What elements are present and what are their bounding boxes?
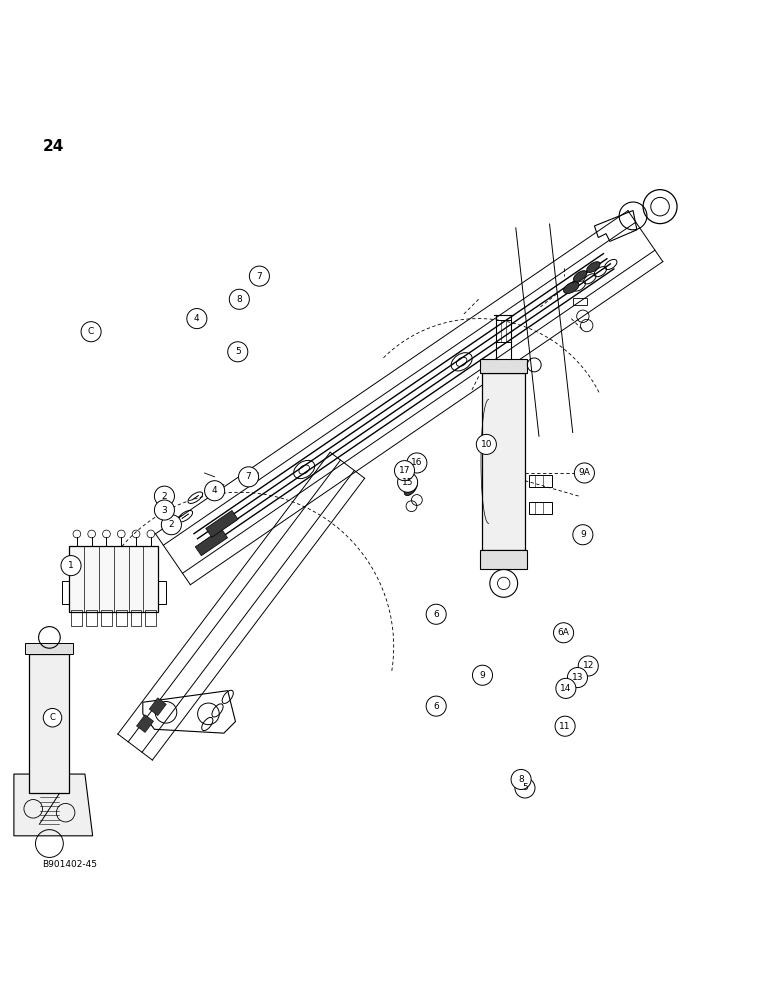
Bar: [86, 610, 97, 626]
Bar: [72, 610, 83, 626]
Text: 11: 11: [560, 722, 571, 731]
Text: C: C: [49, 713, 56, 722]
Text: 10: 10: [481, 440, 492, 449]
Circle shape: [249, 266, 269, 286]
Circle shape: [476, 434, 496, 454]
Circle shape: [426, 696, 446, 716]
Text: 16: 16: [411, 458, 422, 467]
Text: 12: 12: [583, 661, 594, 670]
Circle shape: [573, 525, 593, 545]
Text: C: C: [88, 327, 94, 336]
Text: 2: 2: [161, 492, 168, 501]
Polygon shape: [195, 529, 228, 556]
Bar: [116, 610, 127, 626]
Text: 8: 8: [518, 775, 524, 784]
Bar: [145, 610, 156, 626]
Circle shape: [187, 309, 207, 329]
Text: 9: 9: [580, 530, 586, 539]
Circle shape: [164, 508, 168, 512]
Text: 2: 2: [168, 520, 174, 529]
Circle shape: [81, 322, 101, 342]
Text: 5: 5: [522, 783, 528, 792]
Text: 9: 9: [479, 671, 486, 680]
Circle shape: [554, 623, 574, 643]
Text: 4: 4: [194, 314, 200, 323]
Bar: [25, 643, 73, 654]
Circle shape: [515, 778, 535, 798]
Circle shape: [398, 472, 418, 492]
Bar: [480, 359, 527, 373]
Circle shape: [511, 769, 531, 790]
Circle shape: [161, 515, 181, 535]
Bar: [29, 654, 69, 793]
Text: 13: 13: [572, 673, 583, 682]
Ellipse shape: [405, 481, 417, 496]
Text: 1: 1: [68, 561, 74, 570]
Bar: [482, 373, 525, 550]
Bar: [158, 581, 166, 604]
Circle shape: [205, 481, 225, 501]
Circle shape: [228, 342, 248, 362]
Text: 9A: 9A: [578, 468, 591, 477]
Bar: [69, 546, 158, 612]
Circle shape: [472, 665, 493, 685]
Circle shape: [556, 678, 576, 698]
Polygon shape: [14, 774, 93, 836]
Circle shape: [394, 461, 415, 481]
Circle shape: [239, 467, 259, 487]
Text: 5: 5: [235, 347, 241, 356]
Text: 14: 14: [560, 684, 571, 693]
Text: 6: 6: [433, 610, 439, 619]
Text: 15: 15: [402, 478, 413, 487]
Bar: [101, 610, 112, 626]
Bar: [480, 550, 527, 569]
Text: 24: 24: [42, 139, 64, 154]
Text: 17: 17: [399, 466, 410, 475]
Text: 8: 8: [236, 295, 242, 304]
Circle shape: [229, 289, 249, 309]
Circle shape: [154, 486, 174, 506]
Ellipse shape: [574, 271, 587, 281]
Circle shape: [154, 500, 174, 520]
Polygon shape: [149, 698, 166, 716]
Circle shape: [61, 556, 81, 576]
Text: 3: 3: [161, 506, 168, 515]
Bar: [529, 502, 552, 514]
Circle shape: [555, 716, 575, 736]
Ellipse shape: [587, 262, 600, 272]
Text: 6: 6: [433, 702, 439, 711]
Text: 4: 4: [212, 486, 218, 495]
Bar: [62, 581, 69, 604]
Bar: [529, 475, 552, 487]
Circle shape: [407, 453, 427, 473]
Bar: [130, 610, 141, 626]
Circle shape: [567, 668, 587, 688]
Bar: [496, 320, 511, 342]
Circle shape: [426, 604, 446, 624]
Circle shape: [578, 656, 598, 676]
Text: B901402-45: B901402-45: [42, 860, 97, 869]
Text: 7: 7: [245, 472, 252, 481]
Circle shape: [43, 708, 62, 727]
Text: 6A: 6A: [557, 628, 570, 637]
Bar: [573, 298, 587, 305]
Text: 7: 7: [256, 272, 262, 281]
Polygon shape: [137, 715, 154, 732]
Circle shape: [574, 463, 594, 483]
Polygon shape: [206, 510, 238, 537]
Ellipse shape: [564, 282, 579, 294]
